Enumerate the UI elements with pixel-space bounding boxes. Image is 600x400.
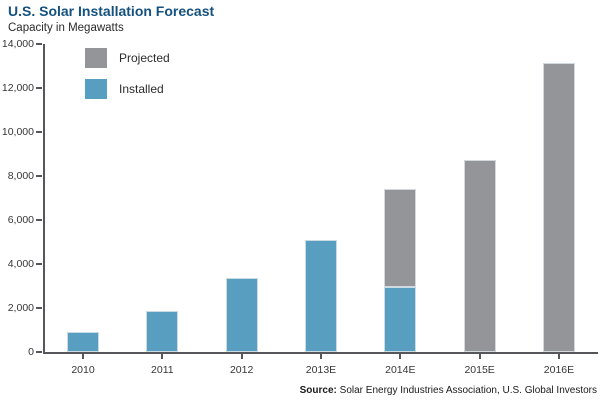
plot-area: 0 2,000 4,000 6,000 8,000 10,000 12,000 14,000 2…: [2, 38, 598, 376]
x-axis-label-2010: 2010: [71, 364, 95, 376]
x-tick: [161, 354, 164, 359]
y-tick-label: 6,000: [7, 214, 34, 226]
y-tick-label: 4,000: [7, 258, 34, 270]
legend-label-installed: Installed: [119, 82, 164, 96]
x-axis-label-2013E: 2013E: [305, 364, 337, 376]
legend: Projected Installed: [85, 48, 170, 99]
y-tick-label: 12,000: [1, 82, 34, 94]
source-label: Source:: [299, 385, 337, 396]
bar-2014E-projected: [384, 189, 417, 288]
legend-item-installed: Installed: [85, 79, 170, 99]
x-tick: [399, 354, 402, 359]
x-axis-label-2016E: 2016E: [543, 364, 575, 376]
bar-2016E-projected: [542, 62, 575, 352]
x-axis-label-2014E: 2014E: [385, 364, 416, 376]
y-tick-label: 14,000: [1, 38, 34, 50]
y-tick: [36, 307, 42, 309]
y-tick: [36, 175, 42, 177]
source-note: Source: Solar Energy Industries Associat…: [300, 385, 597, 396]
bar-2010-installed: [67, 332, 99, 352]
chart-title: U.S. Solar Installation Forecast: [8, 3, 215, 19]
x-tick: [82, 354, 84, 359]
projected-swatch-icon: [85, 48, 107, 68]
bar-2011-installed: [146, 311, 179, 352]
x-tick: [240, 354, 243, 359]
bar-2015E-projected: [463, 159, 496, 352]
x-axis-label-2011: 2011: [151, 364, 174, 376]
bar-2013E-installed: [304, 239, 337, 352]
y-tick: [36, 219, 42, 221]
y-tick-label: 8,000: [7, 170, 34, 182]
y-tick: [36, 263, 42, 265]
y-tick: [36, 43, 42, 45]
y-tick-label: 2,000: [7, 302, 34, 314]
legend-label-projected: Projected: [119, 51, 170, 65]
source-text: Solar Energy Industries Association, U.S…: [336, 385, 597, 396]
y-tick: [36, 351, 42, 353]
x-axis-label-2012: 2012: [229, 364, 254, 376]
chart-subtitle: Capacity in Megawatts: [8, 22, 124, 34]
bar-2014E-installed: [384, 287, 417, 352]
y-tick: [36, 87, 42, 89]
legend-item-projected: Projected: [85, 48, 170, 68]
installed-swatch-icon: [85, 79, 107, 99]
x-tick: [557, 354, 560, 359]
bar-2012-installed: [225, 278, 258, 352]
y-tick: [36, 131, 42, 133]
y-tick-label: 10,000: [1, 126, 34, 138]
x-tick: [478, 354, 481, 359]
x-tick: [319, 354, 322, 359]
x-axis-label-2015E: 2015E: [464, 364, 495, 376]
y-tick-label: 0: [28, 346, 34, 358]
